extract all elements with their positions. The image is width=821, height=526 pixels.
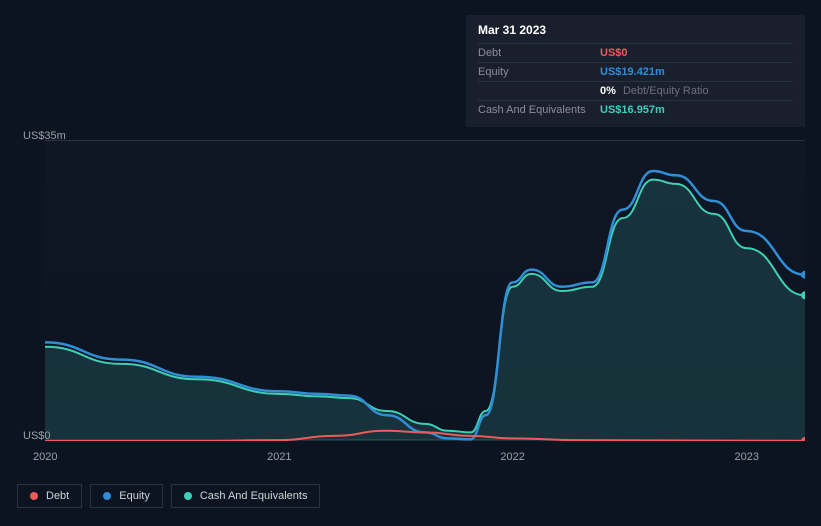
cash-area xyxy=(45,180,805,441)
tooltip-label: Debt xyxy=(478,47,600,59)
legend-label: Debt xyxy=(46,490,69,502)
legend-item[interactable]: Cash And Equivalents xyxy=(171,484,321,508)
chart-svg xyxy=(45,141,805,441)
legend-item[interactable]: Equity xyxy=(90,484,163,508)
legend-dot-icon xyxy=(184,492,192,500)
y-axis-label: US$0 xyxy=(23,430,51,442)
legend-label: Cash And Equivalents xyxy=(200,490,308,502)
tooltip-label: Equity xyxy=(478,66,600,78)
x-axis-label: 2021 xyxy=(267,451,291,463)
tooltip-value: US$19.421m xyxy=(600,66,665,78)
tooltip-rows: DebtUS$0EquityUS$19.421m0% Debt/Equity R… xyxy=(478,43,793,119)
x-axis-label: 2022 xyxy=(500,451,524,463)
y-axis-label: US$35m xyxy=(23,130,66,142)
tooltip-value: US$0 xyxy=(600,47,628,59)
legend-item[interactable]: Debt xyxy=(17,484,82,508)
tooltip-row: Cash And EquivalentsUS$16.957m xyxy=(478,100,793,119)
chart-tooltip: Mar 31 2023 DebtUS$0EquityUS$19.421m0% D… xyxy=(466,15,805,127)
tooltip-row: 0% Debt/Equity Ratio xyxy=(478,81,793,100)
tooltip-row: DebtUS$0 xyxy=(478,43,793,62)
chart-plot[interactable] xyxy=(45,140,805,440)
tooltip-value: US$16.957m xyxy=(600,104,665,116)
x-axis-label: 2023 xyxy=(734,451,758,463)
chart-container: US$35m US$0 2020 2021 2022 2023 xyxy=(17,125,805,465)
tooltip-value: 0% Debt/Equity Ratio xyxy=(600,85,709,97)
tooltip-label: Cash And Equivalents xyxy=(478,104,600,116)
tooltip-sublabel: Debt/Equity Ratio xyxy=(620,85,709,97)
legend-label: Equity xyxy=(119,490,150,502)
x-axis-label: 2020 xyxy=(33,451,57,463)
legend-dot-icon xyxy=(103,492,111,500)
tooltip-label xyxy=(478,85,600,97)
equity-end-dot xyxy=(801,271,805,279)
tooltip-date: Mar 31 2023 xyxy=(478,23,793,37)
legend: Debt Equity Cash And Equivalents xyxy=(17,484,320,508)
legend-dot-icon xyxy=(30,492,38,500)
tooltip-row: EquityUS$19.421m xyxy=(478,62,793,81)
